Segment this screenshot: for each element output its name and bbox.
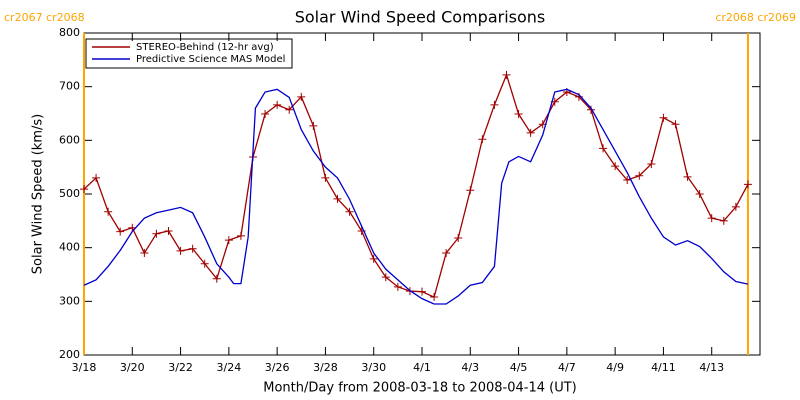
data-point	[309, 121, 318, 130]
data-point	[623, 176, 632, 185]
y-tick-label: 300	[59, 294, 80, 307]
data-point	[200, 259, 209, 268]
x-tick-label: 3/30	[361, 361, 386, 374]
x-tick-label: 4/13	[699, 361, 724, 374]
x-tick-label: 3/28	[313, 361, 338, 374]
legend-label: STEREO-Behind (12-hr avg)	[136, 42, 274, 53]
data-point	[743, 180, 752, 189]
chart-title: Solar Wind Speed Comparisons	[295, 8, 546, 27]
y-axis-label: Solar Wind Speed (km/s)	[31, 114, 46, 274]
data-point	[442, 249, 451, 258]
data-point	[478, 135, 487, 144]
data-point	[659, 113, 668, 122]
data-point	[116, 227, 125, 236]
data-point	[261, 110, 270, 119]
x-tick-label: 4/3	[461, 361, 479, 374]
data-point	[224, 236, 233, 245]
data-point	[514, 110, 523, 119]
data-point	[164, 227, 173, 236]
data-point	[393, 282, 402, 291]
series-line	[83, 72, 749, 298]
x-tick-label: 3/22	[168, 361, 193, 374]
data-point	[321, 173, 330, 182]
x-tick-label: 4/7	[558, 361, 576, 374]
data-point	[683, 172, 692, 181]
data-point	[140, 249, 149, 258]
series-line	[83, 88, 749, 305]
data-point	[152, 229, 161, 238]
y-tick-label: 600	[59, 133, 80, 146]
rotation-label: cr2067 cr2068	[4, 11, 85, 24]
data-point	[285, 105, 294, 114]
x-axis-label: Month/Day from 2008-03-18 to 2008-04-14 …	[263, 381, 576, 396]
rotation-label: cr2068 cr2069	[715, 11, 796, 24]
x-tick-label: 4/11	[651, 361, 676, 374]
y-tick-label: 400	[59, 241, 80, 254]
x-tick-label: 4/9	[606, 361, 624, 374]
x-tick-label: 3/26	[265, 361, 290, 374]
data-point	[381, 273, 390, 282]
data-point	[719, 216, 728, 225]
x-tick-label: 3/24	[217, 361, 242, 374]
data-point	[466, 186, 475, 195]
data-point	[502, 70, 511, 79]
data-point	[490, 100, 499, 109]
data-point	[333, 194, 342, 203]
data-point	[236, 231, 245, 240]
legend-label: Predictive Science MAS Model	[136, 54, 285, 65]
data-point	[599, 144, 608, 153]
data-point	[611, 162, 620, 171]
x-tick-label: 4/5	[510, 361, 528, 374]
data-point	[188, 244, 197, 253]
data-point	[104, 207, 113, 216]
data-point	[695, 190, 704, 198]
y-tick-label: 800	[59, 26, 80, 39]
data-point	[345, 207, 354, 216]
data-point	[273, 100, 282, 109]
data-point	[731, 202, 740, 211]
data-point	[707, 214, 716, 223]
data-point	[92, 173, 101, 182]
data-point	[80, 185, 88, 194]
data-point	[297, 92, 306, 101]
data-point	[671, 120, 680, 129]
data-point	[647, 159, 656, 168]
data-point	[430, 293, 439, 302]
y-tick-label: 700	[59, 80, 80, 93]
x-tick-label: 3/18	[72, 361, 97, 374]
data-point	[369, 254, 378, 263]
data-point	[212, 274, 221, 283]
data-point	[418, 287, 426, 296]
data-point	[635, 171, 644, 180]
x-tick-label: 3/20	[120, 361, 145, 374]
x-tick-label: 4/1	[413, 361, 431, 374]
data-point	[526, 128, 535, 137]
y-tick-label: 500	[59, 187, 80, 200]
data-point	[176, 246, 185, 255]
data-point	[454, 234, 463, 243]
legend-box	[85, 38, 293, 69]
data-point	[587, 105, 595, 114]
y-tick-label: 200	[59, 348, 80, 361]
